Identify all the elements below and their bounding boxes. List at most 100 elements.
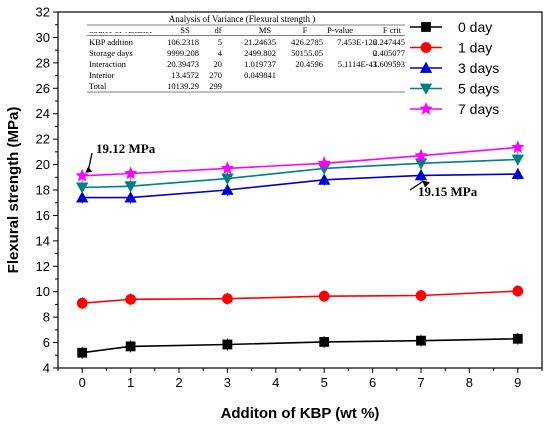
series-layer bbox=[75, 140, 525, 359]
anova-cell: 1.609593 bbox=[373, 59, 405, 69]
anova-cell: Storage days bbox=[89, 48, 133, 58]
anova-cell: Interior bbox=[89, 70, 115, 80]
data-point bbox=[415, 290, 427, 301]
legend-label: 3 days bbox=[458, 60, 499, 76]
anova-title: Analysis of Variance (Flexural strength … bbox=[169, 14, 316, 24]
data-point bbox=[124, 181, 137, 193]
anova-cell: 2.405077 bbox=[373, 48, 405, 58]
y-tick-label: 4 bbox=[43, 361, 50, 376]
anova-cell: 7.453E-126 bbox=[337, 37, 377, 47]
series-line bbox=[82, 158, 518, 189]
anova-cell: 4 bbox=[218, 48, 223, 58]
series-4 bbox=[75, 140, 525, 182]
anova-header: F crit bbox=[383, 25, 402, 35]
data-point bbox=[75, 168, 89, 182]
y-tick-label: 24 bbox=[36, 106, 50, 121]
legend-marker bbox=[420, 42, 432, 53]
series-2 bbox=[76, 167, 524, 204]
data-point bbox=[125, 341, 136, 352]
annotation-arrowhead bbox=[85, 166, 93, 173]
y-axis-label: Flexural strength (MPa) bbox=[5, 107, 22, 274]
data-point bbox=[414, 169, 428, 181]
legend-marker bbox=[421, 22, 431, 32]
annotation-label: 19.15 MPa bbox=[418, 184, 478, 199]
anova-cell: 20 bbox=[214, 59, 223, 69]
data-point bbox=[512, 285, 524, 297]
anova-cell: 2499.802 bbox=[244, 48, 276, 58]
anova-cell: 5 bbox=[218, 37, 222, 47]
x-tick-label: 7 bbox=[417, 375, 424, 390]
data-point bbox=[222, 339, 233, 350]
anova-cell: 106.2318 bbox=[167, 37, 199, 47]
y-tick-label: 26 bbox=[36, 81, 50, 96]
anova-cell: 5.1114E-43 bbox=[338, 59, 377, 69]
data-point bbox=[318, 290, 330, 302]
data-point bbox=[76, 182, 89, 194]
data-point bbox=[76, 191, 89, 203]
series-0 bbox=[77, 332, 523, 359]
data-point bbox=[511, 140, 525, 154]
anova-cell: KBP addtion bbox=[89, 37, 134, 47]
y-tick-label: 32 bbox=[36, 5, 50, 20]
anova-cell: Interaction bbox=[89, 59, 127, 69]
legend: 0 day 1 day 3 days 5 days 7 days bbox=[410, 19, 499, 117]
x-tick-label: 9 bbox=[514, 375, 521, 390]
anova-cell: 13.4572 bbox=[171, 70, 199, 80]
anova-table: Analysis of Variance (Flexural strength … bbox=[87, 14, 405, 93]
x-tick-label: 4 bbox=[272, 375, 279, 390]
anova-cell: 299 bbox=[209, 81, 222, 91]
anova-cell: 50155.05 bbox=[291, 48, 323, 58]
annotation-arrow bbox=[409, 180, 424, 191]
anova-header: P-value bbox=[327, 25, 353, 35]
annotation-arrowhead bbox=[422, 180, 430, 188]
y-tick-label: 16 bbox=[36, 208, 50, 223]
x-axis: 0 1 2 3 4 5 6 7 8 9 bbox=[57, 368, 543, 390]
data-point bbox=[319, 337, 330, 347]
data-point bbox=[414, 148, 428, 162]
y-tick-label: 12 bbox=[36, 259, 50, 274]
x-tick-label: 1 bbox=[127, 375, 134, 390]
data-point bbox=[318, 173, 331, 185]
data-point bbox=[76, 297, 88, 309]
x-tick-label: 6 bbox=[369, 375, 376, 390]
legend-label: 7 days bbox=[458, 101, 499, 117]
x-tick-label: 0 bbox=[79, 375, 86, 390]
series-line bbox=[82, 338, 518, 354]
y-tick-label: 14 bbox=[36, 233, 50, 248]
anova-header: MS bbox=[259, 25, 272, 35]
x-tick-label: 3 bbox=[224, 375, 231, 390]
legend-label: 5 days bbox=[458, 81, 499, 97]
anova-cell: 20.39473 bbox=[167, 59, 199, 69]
y-axis: 4 6 8 10 12 14 16 18 20 22 24 26 28 30 32 bbox=[36, 5, 58, 376]
data-point bbox=[123, 166, 138, 180]
x-tick-label: 5 bbox=[321, 375, 328, 390]
anova-header: SS bbox=[180, 25, 190, 35]
y-tick-label: 18 bbox=[36, 183, 50, 198]
series-line bbox=[82, 290, 518, 304]
x-axis-label: Additon of KBP (wt %) bbox=[221, 405, 380, 422]
anova-header: df bbox=[214, 25, 221, 35]
anova-header: Source of variance bbox=[89, 25, 153, 35]
series-line bbox=[82, 173, 518, 199]
data-point bbox=[124, 191, 137, 203]
data-point bbox=[511, 167, 524, 180]
data-point bbox=[317, 156, 331, 169]
anova-cell: 1.019737 bbox=[244, 59, 276, 69]
y-tick-label: 22 bbox=[36, 132, 50, 147]
anova-cell: 0.049841 bbox=[244, 70, 276, 80]
anova-header: F bbox=[303, 25, 308, 35]
data-point bbox=[221, 183, 234, 195]
data-point bbox=[511, 154, 524, 166]
anova-cell: 426.2785 bbox=[291, 37, 323, 47]
anova-cell: 10139.29 bbox=[167, 81, 199, 91]
anova-cell: 20.4596 bbox=[295, 59, 323, 69]
data-point bbox=[220, 161, 235, 175]
annotations: 19.12 MPa 19.15 MPa bbox=[85, 141, 478, 199]
x-tick-label: 8 bbox=[466, 375, 473, 390]
data-point bbox=[221, 293, 233, 305]
y-tick-label: 10 bbox=[36, 284, 50, 299]
series-line bbox=[82, 146, 518, 177]
y-tick-label: 30 bbox=[36, 30, 50, 45]
legend-marker bbox=[419, 61, 433, 73]
